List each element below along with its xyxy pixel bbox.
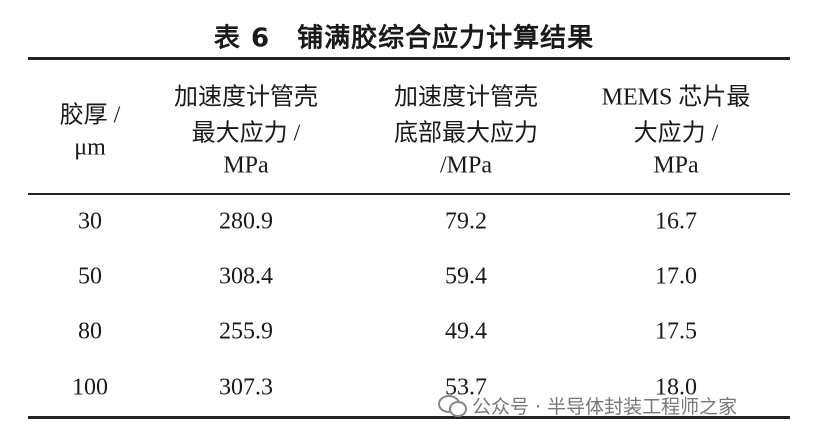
table-cell: 255.9 xyxy=(219,318,273,345)
table-cell: 308.4 xyxy=(219,263,273,290)
header-cell: 最大应力 / xyxy=(191,120,301,147)
watermark-icon xyxy=(438,394,467,417)
table-cell: 80 xyxy=(78,318,102,345)
table-cell: 307.3 xyxy=(219,374,273,401)
table-cell: 280.9 xyxy=(219,208,273,235)
table-title: 表 6 铺满胶综合应力计算结果 xyxy=(213,23,595,54)
header-rule xyxy=(28,193,790,195)
header-cell: MPa xyxy=(653,152,699,179)
table-cell: 49.4 xyxy=(445,318,487,345)
bottom-rule xyxy=(28,416,790,419)
header-cell: 大应力 / xyxy=(633,120,719,147)
table-cell: 59.4 xyxy=(445,263,487,290)
table-cell: 79.2 xyxy=(445,208,487,235)
header-cell: /MPa xyxy=(439,152,493,179)
header-cell: MPa xyxy=(223,152,269,179)
header-cell: 胶厚 / xyxy=(59,102,121,129)
table-cell: 17.5 xyxy=(655,318,697,345)
table-cell: 53.7 xyxy=(445,374,487,401)
table-cell: 18.0 xyxy=(655,374,697,401)
table-cell: 17.0 xyxy=(655,263,697,290)
header-cell: 底部最大应力 xyxy=(394,120,538,147)
header-cell: μm xyxy=(74,134,106,161)
table-cell: 50 xyxy=(78,263,102,290)
table-cell: 30 xyxy=(78,208,102,235)
header-cell: MEMS 芯片最 xyxy=(601,84,751,111)
header-cell: 加速度计管壳 xyxy=(174,84,318,111)
watermark: 公众号 · 半导体封装工程师之家 xyxy=(438,392,737,419)
table-cell: 100 xyxy=(72,374,108,401)
watermark-text: 公众号 · 半导体封装工程师之家 xyxy=(472,396,738,418)
top-rule xyxy=(28,57,790,60)
header-cell: 加速度计管壳 xyxy=(394,84,538,111)
table-cell: 16.7 xyxy=(655,208,697,235)
